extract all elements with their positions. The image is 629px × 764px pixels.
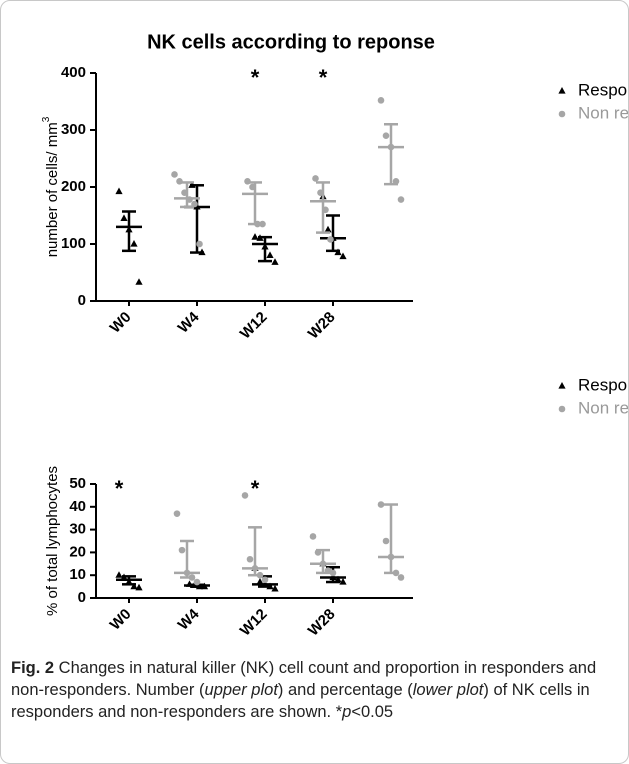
point <box>382 132 390 139</box>
x-tick-label: W12 <box>237 606 271 640</box>
x-tick-label: W28 <box>305 606 339 640</box>
y-tick-label: 50 <box>69 475 86 492</box>
y-tick-label: 0 <box>78 292 86 309</box>
x-tick-label: W0 <box>107 309 135 337</box>
point <box>266 251 274 258</box>
caption-text: Changes in natural killer (NK) cell coun… <box>11 659 597 699</box>
y-tick-label: 30 <box>69 521 86 538</box>
y-tick-label: 0 <box>78 589 86 606</box>
point <box>397 196 405 203</box>
legend-label: Non responders <box>578 398 628 417</box>
point <box>130 240 138 247</box>
point <box>115 187 123 195</box>
legend-label: Non responders <box>578 103 628 122</box>
x-tick-label: W28 <box>305 309 339 343</box>
caption-text: p <box>342 703 352 721</box>
point <box>312 175 319 182</box>
caption: Fig. 2 Changes in natural killer (NK) ce… <box>11 657 619 723</box>
point <box>558 382 566 389</box>
point <box>271 258 279 265</box>
point <box>120 214 128 221</box>
point <box>135 583 143 591</box>
point <box>327 236 334 243</box>
y-tick-label: 100 <box>61 235 86 252</box>
point <box>259 220 266 228</box>
point <box>382 537 390 545</box>
point <box>397 574 405 581</box>
significance-mark: * <box>115 476 124 501</box>
legend-label: Responders <box>578 375 628 394</box>
point <box>558 110 566 118</box>
point <box>178 546 186 554</box>
x-tick-label: W4 <box>175 605 203 633</box>
point <box>329 569 337 577</box>
point <box>558 405 566 413</box>
point <box>309 533 317 540</box>
point <box>241 492 249 499</box>
point <box>251 233 259 240</box>
point <box>261 576 269 584</box>
y-axis-label: % of total lymphocytes <box>44 466 61 616</box>
point <box>324 225 332 233</box>
point <box>339 252 347 260</box>
point <box>130 582 138 590</box>
point <box>115 571 123 578</box>
caption-text: ) and percentage ( <box>277 681 413 699</box>
significance-mark: * <box>251 65 260 90</box>
point <box>193 578 201 586</box>
point <box>377 501 385 508</box>
caption-text: lower plot <box>412 681 484 699</box>
point <box>196 240 203 248</box>
caption-text: <0.05 <box>351 703 394 721</box>
significance-mark: * <box>319 65 328 90</box>
point <box>377 97 385 104</box>
y-tick-label: 400 <box>61 64 86 81</box>
point <box>558 87 566 94</box>
legend-label: Responders <box>578 80 628 99</box>
point <box>334 575 342 583</box>
y-axis-label-sup: 3 <box>41 116 52 122</box>
point <box>173 510 181 517</box>
x-tick-label: W4 <box>175 308 203 336</box>
point <box>246 555 254 563</box>
caption-text: upper plot <box>204 681 278 699</box>
chart-title: NK cells according to reponse <box>147 31 435 53</box>
y-axis-label-text: % of total lymphocytes <box>44 466 61 616</box>
point <box>339 578 347 585</box>
y-tick-label: 10 <box>69 566 86 583</box>
y-tick-label: 200 <box>61 178 86 195</box>
y-tick-label: 40 <box>69 498 86 515</box>
y-axis-label-text: number of cells/ mm <box>44 122 61 257</box>
point <box>135 278 143 285</box>
point <box>271 584 279 592</box>
y-tick-label: 300 <box>61 121 86 138</box>
y-axis-label: number of cells/ mm3 <box>41 116 61 257</box>
x-tick-label: W0 <box>107 606 135 634</box>
x-tick-label: W12 <box>237 309 271 343</box>
point <box>171 171 178 178</box>
y-tick-label: 20 <box>69 543 86 560</box>
caption-text: ) of NK cells in responders and non-resp… <box>11 681 590 721</box>
charts: NK cells according to reponse 0100200300… <box>41 31 628 640</box>
point <box>256 578 264 585</box>
significance-mark: * <box>251 476 260 501</box>
caption-label: Fig. 2 <box>11 659 55 677</box>
